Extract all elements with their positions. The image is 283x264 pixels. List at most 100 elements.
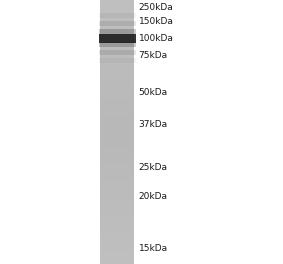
Bar [100, 92, 134, 94]
Bar [100, 197, 134, 198]
Bar [100, 216, 134, 218]
Bar [100, 129, 134, 131]
Bar [100, 30, 134, 32]
Bar [100, 215, 134, 216]
Bar [100, 238, 134, 239]
Bar [100, 203, 134, 205]
Bar [100, 209, 134, 210]
Bar [99, 50, 136, 55]
Bar [100, 44, 134, 45]
Bar [100, 195, 134, 197]
Bar [100, 166, 134, 168]
Bar [100, 88, 134, 90]
Bar [100, 29, 134, 30]
Bar [100, 45, 134, 46]
Bar [100, 61, 134, 62]
Bar [100, 16, 134, 17]
Bar [100, 177, 134, 178]
Bar [100, 94, 134, 95]
Bar [100, 260, 134, 261]
Bar [99, 21, 136, 26]
Bar [100, 141, 134, 143]
Bar [100, 157, 134, 158]
Bar [100, 63, 134, 65]
Bar [100, 194, 134, 195]
Bar [100, 201, 134, 202]
Bar [100, 125, 134, 127]
Bar [100, 57, 134, 58]
Text: 150kDa: 150kDa [139, 17, 173, 26]
Bar [100, 189, 134, 190]
Bar [100, 256, 134, 257]
Bar [100, 41, 134, 42]
Bar [99, 42, 136, 48]
Bar [100, 140, 134, 141]
Bar [100, 176, 134, 177]
Bar [100, 190, 134, 191]
Bar [100, 77, 134, 78]
Text: 100kDa: 100kDa [139, 34, 173, 43]
Bar [99, 13, 136, 18]
Bar [100, 137, 134, 139]
Bar [100, 111, 134, 112]
Bar [100, 9, 134, 11]
Bar [100, 82, 134, 83]
Bar [100, 98, 134, 99]
Bar [100, 191, 134, 193]
Bar [100, 235, 134, 236]
Bar [100, 81, 134, 82]
Bar [100, 158, 134, 160]
Bar [100, 24, 134, 25]
Bar [100, 0, 134, 1]
Bar [100, 182, 134, 183]
Bar [100, 219, 134, 220]
Bar [100, 114, 134, 115]
Bar [100, 17, 134, 18]
Bar [99, 29, 136, 34]
Bar [100, 139, 134, 140]
Text: 250kDa: 250kDa [139, 3, 173, 12]
Bar [100, 259, 134, 260]
Bar [100, 187, 134, 189]
Bar [100, 67, 134, 69]
Bar [100, 62, 134, 63]
Bar [100, 255, 134, 256]
Bar [100, 48, 134, 49]
Bar [100, 99, 134, 100]
Bar [100, 65, 134, 66]
Bar [100, 149, 134, 150]
Bar [100, 199, 134, 201]
Bar [100, 261, 134, 263]
Bar [100, 54, 134, 55]
Bar [100, 147, 134, 148]
Bar [100, 100, 134, 102]
Bar [100, 13, 134, 15]
Bar [100, 131, 134, 132]
Bar [100, 74, 134, 75]
Bar [100, 207, 134, 209]
Bar [100, 5, 134, 7]
Bar [100, 162, 134, 164]
Bar [100, 1, 134, 3]
Bar [100, 178, 134, 180]
Bar [100, 210, 134, 211]
Bar [100, 112, 134, 114]
Bar [100, 144, 134, 145]
Bar [100, 240, 134, 242]
Bar [100, 11, 134, 12]
Bar [100, 251, 134, 252]
Bar [100, 55, 134, 57]
Bar [100, 170, 134, 172]
Text: 50kDa: 50kDa [139, 88, 168, 97]
Bar [100, 185, 134, 186]
Bar [100, 206, 134, 207]
Bar [100, 168, 134, 169]
Bar [100, 83, 134, 84]
Bar [100, 165, 134, 166]
Bar [100, 153, 134, 154]
Bar [99, 34, 136, 43]
Bar [100, 214, 134, 215]
Bar [100, 173, 134, 174]
Bar [100, 234, 134, 235]
Bar [100, 8, 134, 9]
